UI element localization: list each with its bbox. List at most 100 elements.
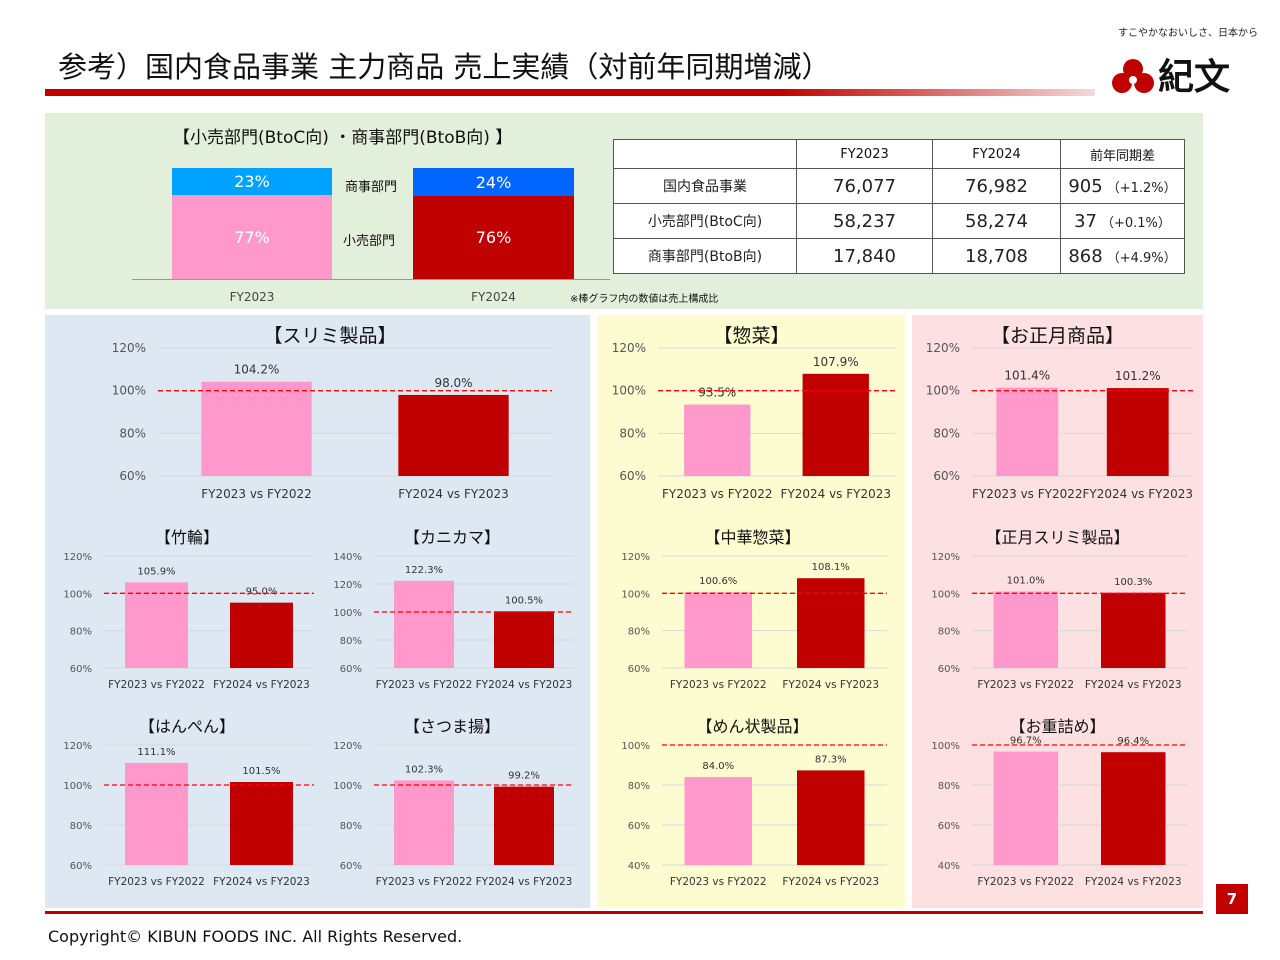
bar — [230, 782, 293, 865]
y-tick-label: 60% — [119, 469, 146, 483]
logo-wordmark: 紀文 — [1158, 56, 1231, 98]
category-label: FY2024 vs FY2023 — [398, 487, 509, 501]
btob-segment-label: 商事部門 — [345, 180, 398, 195]
data-label: 96.4% — [1117, 736, 1149, 747]
fy2023-value: 76,077 — [796, 168, 933, 204]
category-label: FY2024 vs FY2023 — [1085, 876, 1182, 888]
chart-title: 【惣菜】 — [713, 325, 789, 347]
data-label: 101.5% — [242, 766, 280, 777]
y-tick-label: 100% — [612, 384, 646, 398]
chart-title: 【お重詰め】 — [1009, 717, 1105, 736]
diff-cell: 37 （+0.1%） — [1060, 203, 1185, 239]
table-row: 小売部門(BtoC向) 58,237 58,274 37 （+0.1%） — [613, 203, 1185, 239]
fy2024-value: 58,274 — [932, 203, 1061, 239]
company-logo: すこやかなおいしさ、日本から 紀文 — [1108, 24, 1258, 99]
chart-title: 【はんぺん】 — [139, 717, 235, 736]
y-tick-label: 100% — [926, 384, 960, 398]
diff-percent: （+1.2%） — [1106, 180, 1177, 196]
btoc-segment-label: 小売部門 — [343, 234, 396, 249]
chart-svg: 【惣菜】 60% 80% 100% 120% 93.5% FY2023 vs FY2022 1… — [612, 325, 895, 501]
chart-title: 【スリミ製品】 — [263, 325, 396, 347]
chart-svg: 【はんぺん】 60% 80% 100% 120% 111.1% FY2023 vs FY20… — [63, 717, 314, 888]
chart-svg: 【正月スリミ製品】 60% 80% 100% 120% 101.0% FY2023 vs F… — [931, 528, 1187, 691]
chart-title: 【カニカマ】 — [404, 528, 500, 547]
chart-svg: 【お重詰め】 40% 60% 80% 100% 96.7% FY2023 vs FY2022… — [931, 717, 1187, 888]
category-label: FY2023 vs FY2022 — [977, 876, 1074, 888]
data-label: 84.0% — [702, 761, 734, 772]
category-label: FY2024 vs FY2023 — [1082, 487, 1193, 501]
category-label: FY2024 vs FY2023 — [782, 876, 879, 888]
category-label: FY2023 vs FY2022 — [977, 679, 1074, 691]
table-header-cell: 前年同期差 — [1060, 139, 1185, 169]
category-label: FY2023 vs FY2022 — [662, 487, 773, 501]
y-tick-label: 60% — [340, 861, 362, 872]
fy2023-btob-segment: 23% — [172, 168, 332, 195]
composition-xlabel-fy2024: FY2024 — [471, 290, 516, 304]
fy2023-btoc-segment: 77% — [172, 195, 332, 279]
data-label: 111.1% — [137, 747, 175, 758]
y-tick-label: 100% — [931, 589, 960, 600]
data-label: 95.0% — [246, 587, 278, 598]
chart-jubako: 【お重詰め】 40% 60% 80% 100% 96.7% FY2023 vs FY2022… — [920, 713, 1195, 893]
fy2024-value: 18,708 — [932, 238, 1061, 274]
composition-title: 【小売部門(BtoC向) ・商事部門(BtoB向) 】 — [173, 128, 513, 148]
logo-tagline: すこやかなおいしさ、日本から — [1118, 28, 1258, 39]
chart-noodle: 【めん状製品】 40% 60% 80% 100% 84.0% FY2023 vs FY202… — [610, 713, 895, 893]
y-tick-label: 120% — [112, 341, 146, 355]
data-label: 96.7% — [1010, 736, 1042, 747]
chart-title: 【お正月商品】 — [991, 325, 1124, 347]
y-tick-label: 60% — [628, 821, 650, 832]
y-tick-label: 80% — [340, 821, 362, 832]
y-tick-label: 60% — [619, 469, 646, 483]
chart-new-year: 【お正月商品】 60% 80% 100% 120% 101.4% FY2023 vs FY2… — [914, 320, 1201, 510]
fy2024-btoc-segment: 76% — [413, 196, 574, 279]
y-tick-label: 120% — [63, 741, 92, 752]
chart-kanikama: 【カニカマ】 60% 80% 100% 120% 140% 122.3% FY2023 vs … — [322, 524, 582, 696]
bar — [993, 591, 1058, 668]
data-label: 102.3% — [405, 764, 443, 775]
y-tick-label: 60% — [628, 664, 650, 675]
bar — [1101, 592, 1166, 668]
sales-table: FY2023 FY2024 前年同期差 国内食品事業 76,077 76,982… — [613, 139, 1185, 274]
y-tick-label: 120% — [621, 552, 650, 563]
y-tick-label: 120% — [612, 341, 646, 355]
category-label: FY2024 vs FY2023 — [1085, 679, 1182, 691]
fy2024-btob-segment: 24% — [413, 168, 574, 196]
composition-note: ※棒グラフ内の数値は売上構成比 — [570, 294, 719, 305]
y-tick-label: 60% — [933, 469, 960, 483]
table-header-cell: FY2024 — [932, 139, 1061, 169]
bar — [684, 404, 751, 476]
bar — [1106, 388, 1169, 476]
y-tick-label: 100% — [621, 741, 650, 752]
y-tick-label: 40% — [628, 861, 650, 872]
data-label: 108.1% — [812, 562, 850, 573]
y-tick-label: 80% — [340, 636, 362, 647]
bar — [201, 381, 312, 476]
y-tick-label: 60% — [70, 664, 92, 675]
category-label: FY2024 vs FY2023 — [213, 876, 310, 888]
y-tick-label: 80% — [628, 781, 650, 792]
category-label: FY2024 vs FY2023 — [782, 679, 879, 691]
category-label: FY2023 vs FY2022 — [972, 487, 1083, 501]
title-underline — [45, 89, 1095, 96]
y-tick-label: 80% — [70, 821, 92, 832]
chart-sozai: 【惣菜】 60% 80% 100% 120% 93.5% FY2023 vs FY2022 1… — [600, 320, 903, 510]
chart-surimi: 【スリミ製品】 60% 80% 100% 120% 104.2% FY2023 vs FY2… — [100, 320, 560, 510]
row-label: 商事部門(BtoB向) — [613, 238, 797, 274]
bar — [398, 394, 509, 476]
y-tick-label: 80% — [938, 627, 960, 638]
y-tick-label: 60% — [938, 821, 960, 832]
data-label: 101.2% — [1115, 369, 1161, 383]
footer-rule — [45, 911, 1203, 914]
data-label: 99.2% — [508, 771, 540, 782]
y-tick-label: 80% — [938, 781, 960, 792]
copyright-text: Copyright© KIBUN FOODS INC. All Rights R… — [48, 927, 463, 946]
fy2024-value: 76,982 — [932, 168, 1061, 204]
y-tick-label: 120% — [63, 552, 92, 563]
category-label: FY2023 vs FY2022 — [201, 487, 312, 501]
y-tick-label: 120% — [931, 552, 960, 563]
bar — [797, 770, 865, 865]
category-label: FY2023 vs FY2022 — [108, 876, 205, 888]
chart-svg: 【さつま揚】 60% 80% 100% 120% 102.3% FY2023 vs FY20… — [333, 717, 574, 888]
chart-svg: 【カニカマ】 60% 80% 100% 120% 140% 122.3% FY2023 vs … — [333, 528, 574, 691]
